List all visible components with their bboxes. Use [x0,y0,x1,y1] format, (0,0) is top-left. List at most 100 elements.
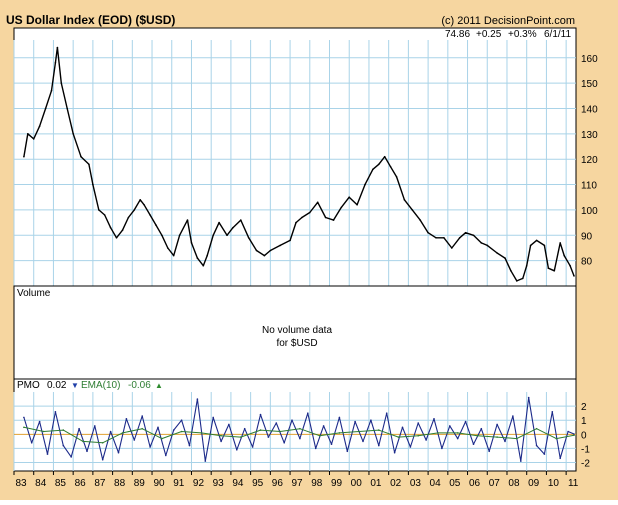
data-point [70,456,72,458]
data-point [370,419,372,422]
data-point [346,450,349,453]
data-point [563,254,565,257]
data-point [200,432,203,434]
data-point [456,437,459,440]
price-y-axis: 80 90 100 110 120 130 140 150 160 [581,54,598,268]
ema-arrow-up-icon: ▲ [155,381,163,390]
data-point [441,447,443,450]
data-point [149,446,151,448]
data-point [42,430,45,433]
price-grid [13,40,576,286]
data-point [397,436,400,438]
y-tick-label: -1 [581,444,590,455]
data-point [121,229,124,231]
data-point [139,199,141,201]
data-point [157,426,159,429]
y-tick-label: 140 [581,104,598,115]
data-point [551,411,554,413]
pmo-series [23,396,575,462]
data-point [464,420,467,423]
data-point [299,427,301,430]
data-point [66,107,68,110]
data-point [263,254,266,257]
data-point [567,430,569,433]
pmo-arrow-down-icon: ▼ [71,381,79,390]
data-point [535,444,538,447]
data-point [555,437,558,440]
data-point [269,249,272,252]
data-point [133,439,136,441]
data-point [32,138,35,140]
x-tick-label: 11 [568,478,579,489]
data-point [419,219,422,221]
data-point [240,436,242,438]
x-axis-labels: 83 84 85 86 87 88 89 90 91 92 93 94 95 96 97 98 99 00 01 02… [13,471,579,489]
data-point [437,432,439,434]
x-tick-label: 98 [311,478,323,489]
data-point [206,254,208,257]
data-point [226,234,228,237]
data-point [202,264,205,267]
data-point [56,46,59,49]
price-panel [13,27,577,287]
data-point [403,199,406,201]
data-point [425,439,427,441]
data-point [267,436,270,438]
data-point [109,430,112,433]
data-point [251,446,254,448]
data-point [23,426,25,429]
data-point [247,237,250,239]
data-point [178,234,181,237]
data-point [283,442,286,444]
data-point [522,277,524,280]
volume-panel [13,285,577,380]
data-point [488,450,491,453]
quote-date: 6/1/11 [544,29,571,40]
x-tick-label: 89 [134,478,146,489]
data-point [409,446,412,448]
data-point [378,429,380,431]
x-tick-label: 09 [528,478,540,489]
data-point [472,443,475,446]
data-point [44,107,47,110]
x-tick-label: 07 [489,478,501,489]
data-point [496,423,498,426]
data-point [443,237,445,239]
data-point [220,440,222,443]
data-point [190,242,193,244]
data-point [243,427,246,430]
x-tick-label: 97 [292,478,304,489]
data-point [559,242,561,244]
data-point [547,267,550,270]
x-tick-label: 99 [331,478,343,489]
data-point [82,440,84,443]
data-point [395,176,398,178]
data-point [259,413,262,416]
x-tick-label: 03 [410,478,422,489]
data-point [496,436,498,438]
data-point [433,418,435,420]
data-point [62,429,65,431]
data-point [504,257,506,259]
data-point [204,460,207,462]
data-point [196,257,199,259]
data-point [451,247,453,249]
data-point [456,432,459,434]
data-point [573,433,575,435]
data-point [553,270,556,272]
data-point [510,270,512,272]
data-point [218,221,220,224]
data-point [291,419,293,422]
data-point [240,219,242,221]
data-point [180,430,183,433]
y-tick-label: 100 [581,206,598,217]
data-point [133,209,136,211]
data-point [228,423,230,426]
data-point [279,244,282,247]
data-point [236,449,238,451]
data-point [255,249,258,252]
quote-change: +0.25 [476,29,502,40]
data-point [279,430,282,433]
y-tick-label: 160 [581,54,598,65]
data-point [378,163,380,166]
